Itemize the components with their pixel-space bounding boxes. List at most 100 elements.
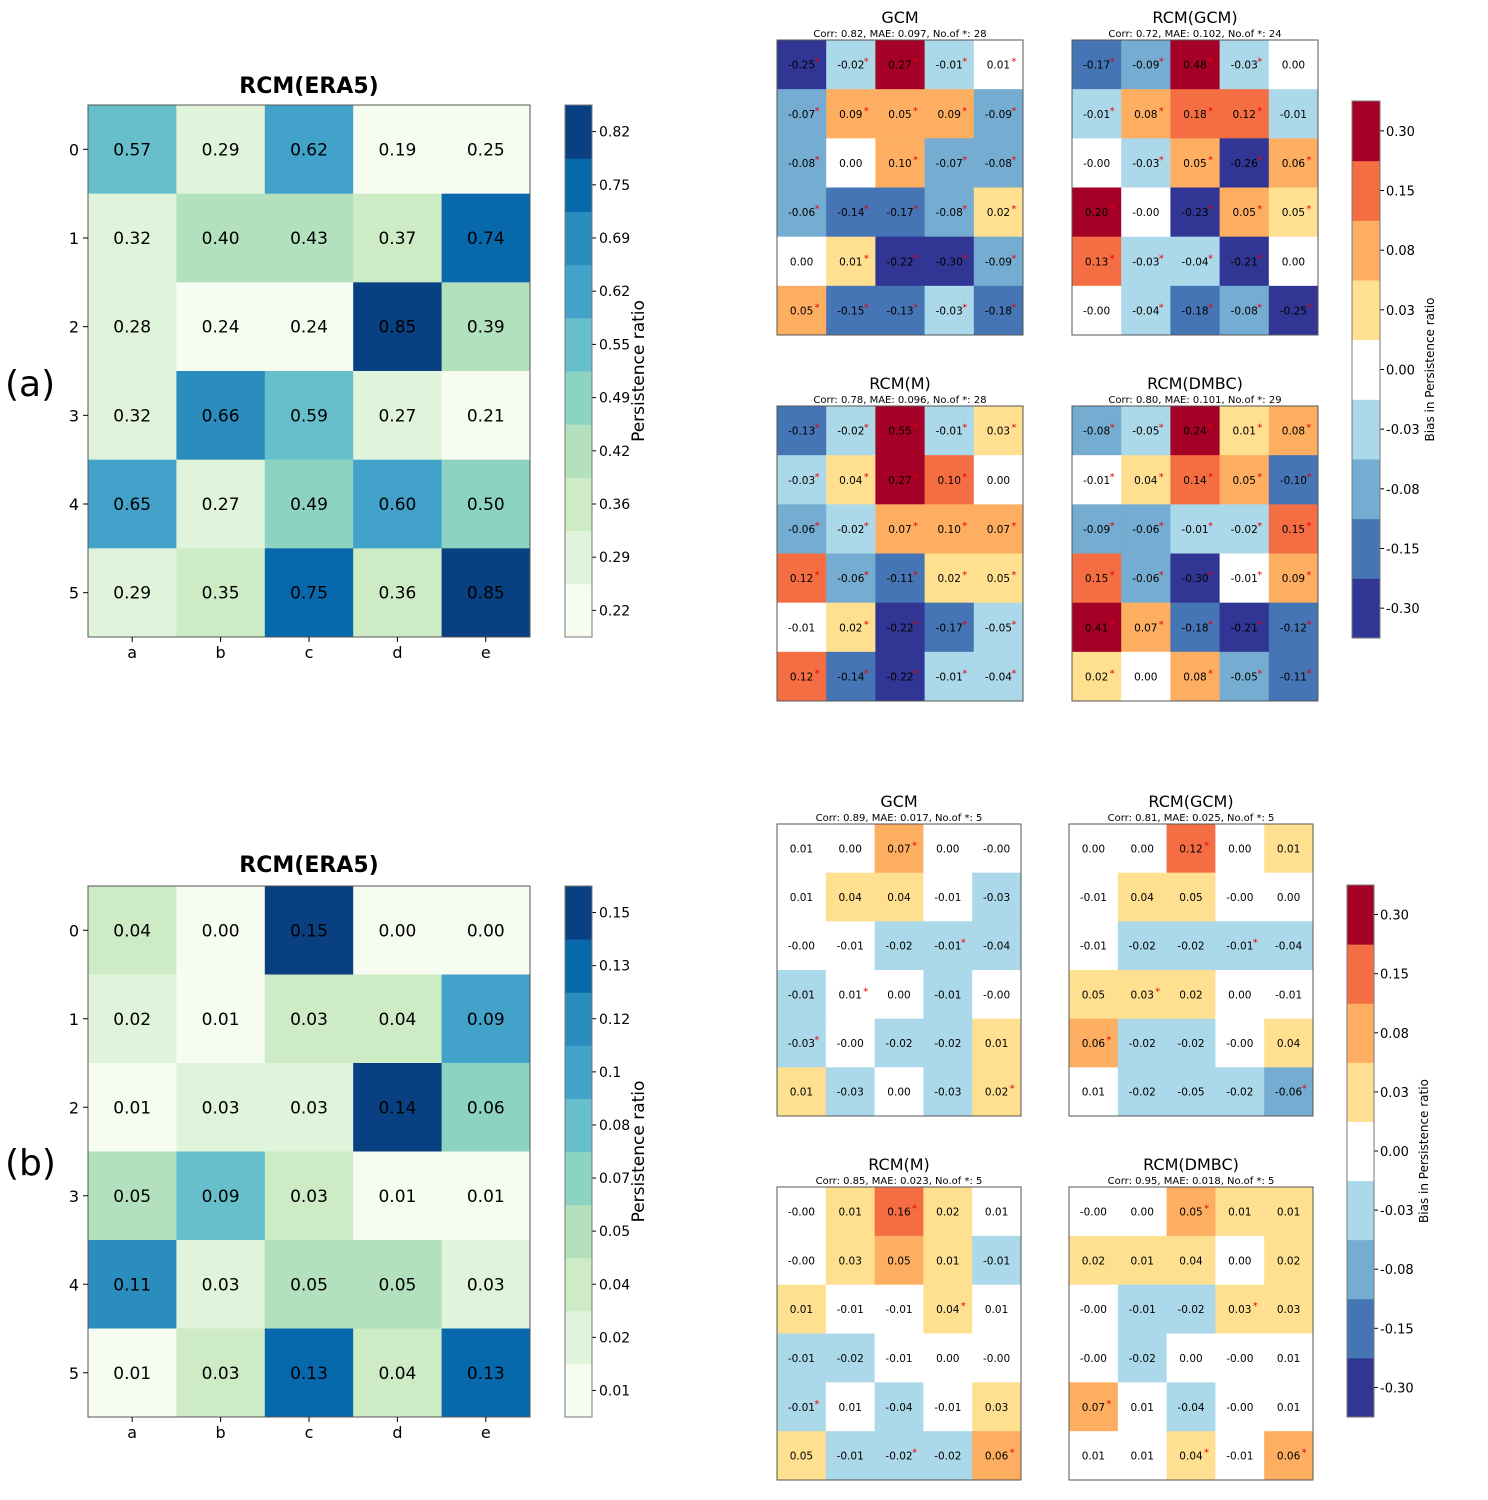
- significance-marker: *: [1306, 204, 1311, 215]
- cell-value-label: -0.03: [1231, 60, 1258, 72]
- heatmap-cell: [1219, 602, 1270, 653]
- significance-marker: *: [1110, 253, 1115, 264]
- cell-value-label: 0.48: [1183, 60, 1206, 72]
- heatmap-cell: [972, 1067, 1022, 1117]
- heatmap-cell: [1117, 921, 1168, 971]
- significance-marker: *: [962, 570, 967, 581]
- y-tick-label: 3: [69, 406, 79, 425]
- colorbar-tick-label: -0.03: [1380, 1204, 1414, 1219]
- cell-value-label: 0.03: [985, 1402, 1008, 1414]
- heatmap-cell: [441, 193, 531, 283]
- colorbar-label: Persistence ratio: [629, 300, 649, 442]
- chart-title: GCM: [880, 792, 917, 811]
- cell-value-label: -0.02: [1177, 941, 1204, 953]
- plot-frame: [1071, 405, 1319, 702]
- significance-marker: *: [1257, 619, 1262, 630]
- significance-marker: *: [1253, 1301, 1258, 1312]
- heatmap-cell: [972, 1018, 1022, 1068]
- heatmap-cell: [924, 40, 975, 90]
- cell-value-label: 0.00: [378, 921, 416, 941]
- significance-marker: *: [1306, 423, 1311, 434]
- colorbar-segment: [565, 158, 592, 212]
- heatmap-cell: [924, 89, 975, 139]
- significance-marker: *: [1208, 423, 1213, 434]
- heatmap-cell: [825, 1382, 876, 1432]
- heatmap-cell: [1117, 1284, 1168, 1334]
- significance-marker: *: [1159, 619, 1164, 630]
- colorbar-tick-label: 0.07: [599, 1171, 630, 1187]
- cell-value-label: -0.30: [1181, 573, 1208, 585]
- cell-value-label: 0.04: [113, 921, 151, 941]
- cell-value-label: 0.02: [1082, 1255, 1105, 1267]
- significance-marker: *: [1257, 253, 1262, 264]
- heatmap-cell: [825, 1333, 876, 1383]
- heatmap-cell: [1170, 504, 1221, 554]
- cell-value-label: -0.14: [837, 671, 864, 683]
- cell-value-label: 0.05: [1282, 207, 1305, 219]
- cell-value-label: 0.00: [839, 843, 862, 855]
- cell-value-label: 0.08: [1282, 426, 1305, 438]
- panel-b-rcm-gcm-bias-heatmap: RCM(GCM) Corr: 0.81, MAE: 0.025, No.of *:…: [1068, 792, 1314, 1117]
- cell-value-label: -0.06: [1275, 1087, 1302, 1099]
- heatmap-cell: [825, 921, 876, 971]
- cell-value-label: 0.01: [1082, 1087, 1105, 1099]
- panel-label-a: (a): [5, 364, 55, 405]
- panel-a-rcm-m-bias-heatmap: RCM(M) Corr: 0.78, MAE: 0.096, No.of *: 2…: [776, 374, 1024, 702]
- heatmap-cell: [1264, 1284, 1314, 1334]
- cell-value-label: 0.03: [290, 1010, 328, 1030]
- cell-value-label: 0.00: [1228, 843, 1251, 855]
- colorbar-segment: [565, 939, 592, 993]
- plot-frame: [1068, 1186, 1314, 1481]
- significance-marker: *: [912, 1448, 917, 1459]
- significance-marker: *: [1257, 204, 1262, 215]
- significance-marker: *: [1306, 472, 1311, 483]
- significance-marker: *: [1011, 570, 1016, 581]
- colorbar-tick-label: 0.82: [599, 125, 630, 141]
- heatmap-cell: [1268, 187, 1319, 238]
- plot-frame: [776, 405, 1024, 702]
- cell-value-label: 0.01: [1131, 1255, 1154, 1267]
- heatmap-cell: [176, 459, 266, 549]
- heatmap-cell: [353, 548, 443, 638]
- significance-marker: *: [913, 57, 918, 68]
- panel-b-rcm-dmbc-bias-heatmap: RCM(DMBC) Corr: 0.95, MAE: 0.018, No.of *…: [1068, 1155, 1314, 1481]
- heatmap-cell: [1264, 921, 1314, 971]
- cell-value-label: -0.13: [886, 305, 913, 317]
- heatmap-cell: [972, 1431, 1022, 1481]
- cell-value-label: -0.02: [1177, 1038, 1204, 1050]
- heatmap-cell: [874, 1018, 924, 1068]
- cell-value-label: 0.12: [1233, 109, 1256, 121]
- cell-value-label: 0.27: [888, 60, 911, 72]
- cell-value-label: 0.24: [1183, 426, 1207, 438]
- colorbar-segment: [1347, 1298, 1374, 1359]
- heatmap-cell: [264, 886, 354, 975]
- heatmap-cell: [88, 974, 177, 1064]
- cell-value-label: -0.04: [1275, 941, 1302, 953]
- cell-value-label: -0.00: [837, 1038, 864, 1050]
- cell-value-label: -0.00: [1080, 1206, 1107, 1218]
- cell-value-label: 0.01: [839, 1402, 862, 1414]
- y-tick-label: 3: [69, 1187, 79, 1206]
- panel-a-bias-colorbar: -0.30 -0.15 -0.08 -0.03 0.00 0.03 0.08 0.15 0.30…: [1351, 100, 1437, 639]
- colorbar-tick-label: -0.03: [1386, 423, 1420, 438]
- cell-value-label: -0.01: [1083, 475, 1110, 487]
- significance-marker: *: [1306, 570, 1311, 581]
- significance-marker: *: [913, 423, 918, 434]
- colorbar-segment: [565, 1363, 592, 1418]
- significance-marker: *: [912, 1203, 917, 1214]
- cell-value-label: 0.02: [839, 622, 862, 634]
- cell-value-label: 0.05: [1183, 158, 1206, 170]
- heatmap-cell: [972, 1187, 1022, 1237]
- heatmap-cell: [923, 1284, 973, 1334]
- x-tick-label: b: [216, 1423, 226, 1442]
- significance-marker: *: [1208, 253, 1213, 264]
- heatmap-cell: [1264, 1067, 1314, 1117]
- significance-marker: *: [863, 986, 868, 997]
- cell-value-label: 0.00: [1282, 60, 1305, 72]
- cell-value-label: -0.01: [837, 941, 864, 953]
- heatmap-cell: [1264, 824, 1314, 874]
- heatmap-cell: [1219, 504, 1270, 554]
- significance-marker: *: [1208, 619, 1213, 630]
- cell-value-label: -0.01: [1080, 941, 1107, 953]
